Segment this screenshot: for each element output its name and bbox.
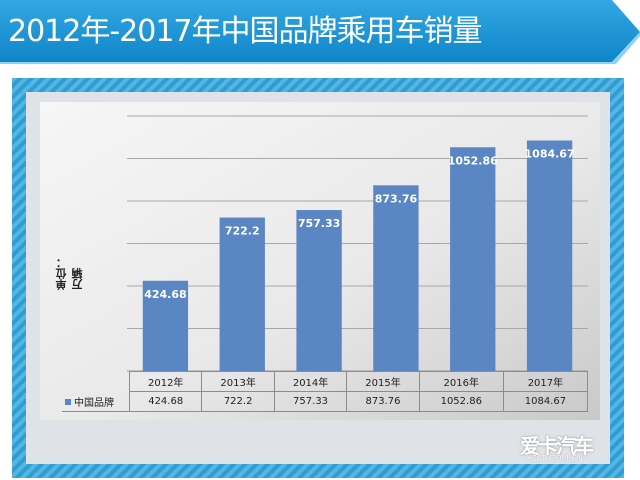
table-row: 中国品牌 424.68 722.2 757.33 873.76 1052.86 … [62, 391, 589, 412]
bar-value-label: 1052.86 [448, 154, 498, 167]
y-axis-label: 单位：万辆 [55, 257, 84, 290]
table-cell: 757.33 [273, 391, 348, 412]
watermark-url: XCAR.COM.CN [526, 454, 583, 463]
legend-swatch [65, 398, 71, 405]
table-cell: 424.68 [128, 391, 203, 412]
table-col-header: 2017年 [502, 371, 589, 392]
title-banner-shape [0, 0, 640, 64]
table-cell: 1052.86 [418, 391, 504, 412]
table-cell: 873.76 [346, 391, 420, 412]
data-table: 2012年 2013年 2014年 2015年 2016年 2017年 中国品牌… [62, 371, 589, 412]
table-col-header: 2015年 [346, 371, 420, 392]
bar [526, 140, 573, 371]
bar [219, 217, 265, 371]
bar [373, 185, 419, 371]
legend-entry: 中国品牌 [62, 391, 130, 412]
bar-value-label: 722.2 [225, 225, 260, 238]
table-corner [62, 371, 130, 392]
table-cell: 1084.67 [502, 391, 589, 412]
table-col-header: 2014年 [273, 371, 348, 392]
bar [296, 210, 342, 371]
bars [142, 140, 573, 371]
table-col-header: 2016年 [418, 371, 504, 392]
table-col-header: 2013年 [201, 371, 275, 392]
legend-label: 中国品牌 [74, 397, 114, 409]
bar-value-label: 757.33 [298, 217, 340, 230]
title-band: 2012年-2017年中国品牌乘用车销量 [0, 0, 640, 64]
page-title: 2012年-2017年中国品牌乘用车销量 [8, 14, 483, 49]
bar [142, 280, 189, 371]
bar-value-label: 873.76 [375, 192, 418, 205]
table-col-header: 2012年 [128, 371, 203, 392]
table-cell: 722.2 [201, 391, 275, 412]
table-header-row: 2012年 2013年 2014年 2015年 2016年 2017年 [62, 371, 589, 392]
bar-value-labels: 424.68 722.2 757.33 873.76 1052.86 1084.67 [144, 148, 574, 301]
watermark-logo: 爱卡汽车 [520, 434, 594, 458]
bar-value-label: 1084.67 [525, 148, 575, 161]
xcar-watermark: 爱卡汽车 XCAR.COM.CN [520, 430, 620, 470]
bar-value-label: 424.68 [144, 288, 186, 301]
bar [450, 147, 496, 371]
